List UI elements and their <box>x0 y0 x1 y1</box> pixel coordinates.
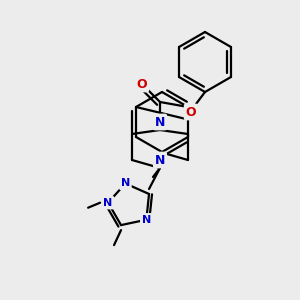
Text: O: O <box>137 77 147 91</box>
Text: N: N <box>155 116 165 128</box>
Text: N: N <box>103 198 113 208</box>
Text: N: N <box>155 154 165 166</box>
Text: O: O <box>186 106 196 118</box>
Text: N: N <box>121 178 130 188</box>
Text: N: N <box>142 215 151 225</box>
